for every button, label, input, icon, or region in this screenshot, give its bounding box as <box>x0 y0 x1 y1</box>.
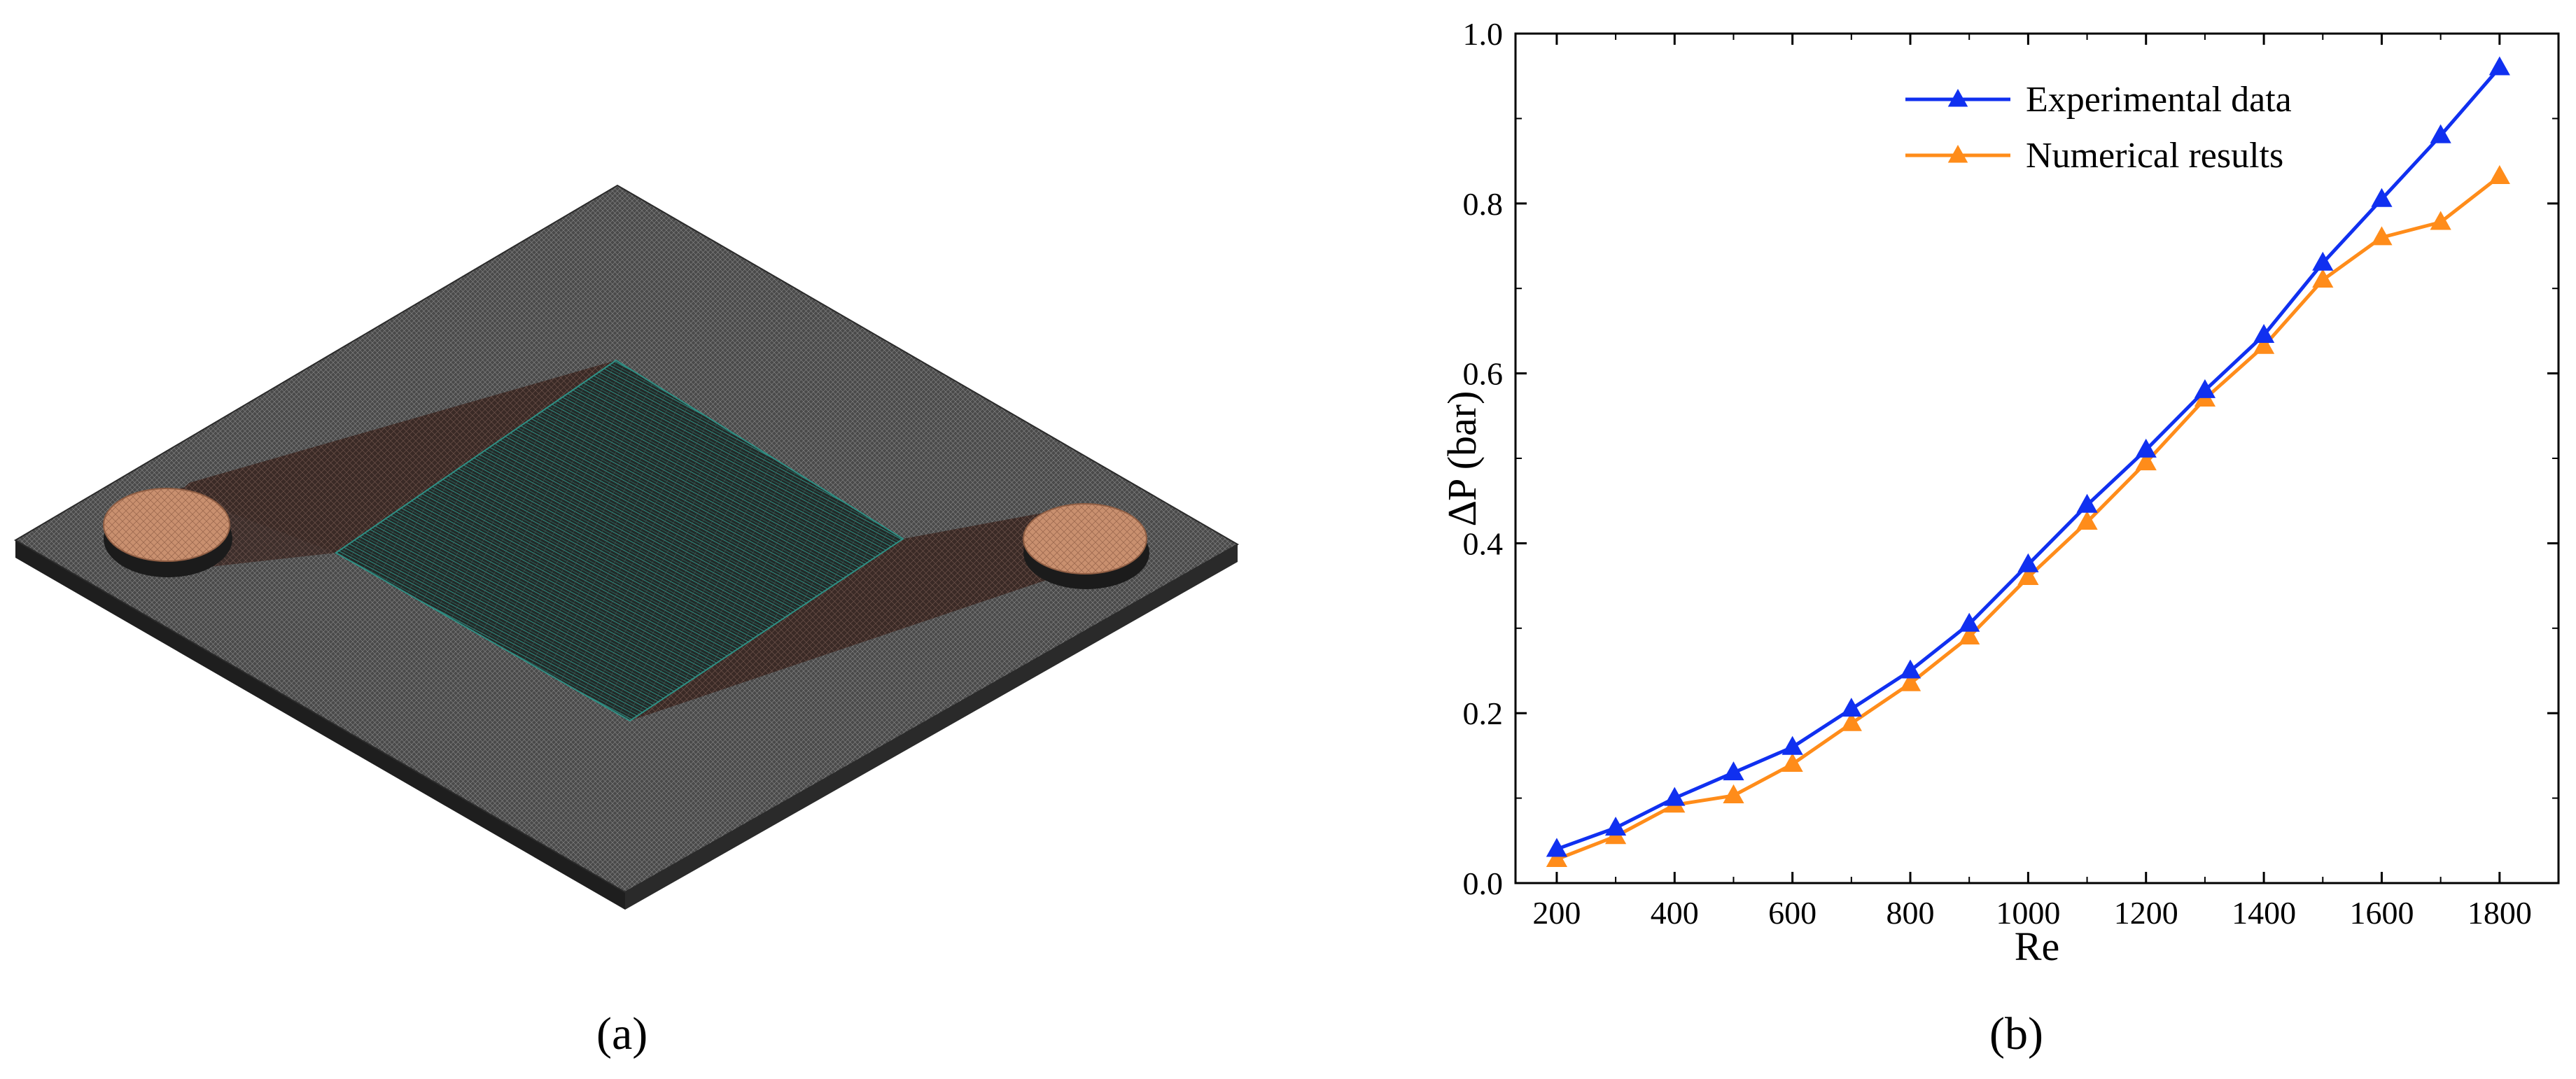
y-tick-label: 0.4 <box>1463 526 1504 561</box>
y-tick-label: 0.2 <box>1463 696 1504 731</box>
data-point-0 <box>2312 251 2334 271</box>
mesh-plate-illustration <box>14 184 1240 910</box>
central-channel-array <box>335 359 904 722</box>
inlet-port <box>103 488 230 562</box>
data-point-0 <box>1605 817 1627 836</box>
outlet-port <box>1023 503 1147 574</box>
panel-label-a: (a) <box>596 1008 648 1059</box>
data-point-0 <box>1723 761 1744 781</box>
x-tick-label: 200 <box>1532 895 1581 931</box>
data-point-0 <box>2194 379 2216 398</box>
y-axis-ticks: 0.0 0.2 0.4 0.6 0.8 1.0 <box>1463 16 2558 901</box>
data-point-1 <box>1840 712 1862 731</box>
legend-marker <box>1947 145 1968 163</box>
right-channel <box>630 504 1127 721</box>
plate-side-left <box>15 540 625 910</box>
x-tick-label: 1400 <box>2232 895 2296 931</box>
data-point-0 <box>2135 438 2157 458</box>
left-channel-upper <box>175 360 616 567</box>
y-tick-label: 0.8 <box>1463 186 1504 222</box>
x-tick-label: 400 <box>1651 895 1699 931</box>
legend: Experimental data Numerical results <box>1905 80 2292 176</box>
data-point-1 <box>2430 211 2451 230</box>
x-tick-label: 1600 <box>2349 895 2414 931</box>
legend-marker <box>1947 89 1968 107</box>
x-tick-label: 1800 <box>2468 895 2532 931</box>
data-point-1 <box>2371 226 2393 246</box>
plate-side-right <box>625 544 1238 910</box>
data-point-0 <box>1959 612 1980 632</box>
data-point-0 <box>2430 124 2451 143</box>
data-point-0 <box>2488 56 2510 76</box>
data-point-1 <box>1723 784 1744 803</box>
data-point-1 <box>1959 625 1980 644</box>
data-point-1 <box>2253 334 2275 354</box>
y-tick-label: 0.0 <box>1463 866 1504 901</box>
series-line-0 <box>1556 66 2501 851</box>
data-point-1 <box>1782 753 1803 773</box>
x-tick-label: 600 <box>1768 895 1816 931</box>
y-tick-label: 0.6 <box>1463 356 1504 392</box>
data-point-0 <box>1840 698 1862 717</box>
data-point-0 <box>2076 493 2098 513</box>
data-point-1 <box>2135 451 2157 471</box>
x-axis-label: Re <box>2015 924 2059 969</box>
y-tick-label: 1.0 <box>1463 16 1504 52</box>
x-tick-label: 1200 <box>2114 895 2178 931</box>
data-point-0 <box>1782 735 1803 755</box>
data-point-0 <box>2253 323 2275 343</box>
data-point-1 <box>1899 672 1921 691</box>
x-tick-label: 1000 <box>1996 895 2060 931</box>
data-point-0 <box>1664 787 1686 806</box>
legend-label: Experimental data <box>2026 80 2292 120</box>
panel-label-b: (b) <box>1989 1008 2043 1059</box>
y-axis-label: ∆P (bar) <box>1439 391 1485 526</box>
data-point-1 <box>2312 269 2334 288</box>
x-tick-label: 800 <box>1886 895 1935 931</box>
data-point-1 <box>2488 164 2510 184</box>
data-point-1 <box>1546 847 1568 868</box>
data-point-0 <box>2371 188 2393 207</box>
data-point-0 <box>2017 553 2039 572</box>
series-layer <box>1546 56 2510 868</box>
data-point-1 <box>2076 511 2098 530</box>
data-point-0 <box>1546 838 1568 857</box>
x-axis-ticks: 200 400 600 800 1000 1200 1400 1600 1800 <box>1532 34 2532 931</box>
series-line-1 <box>1556 174 2501 861</box>
legend-label: Numerical results <box>2026 136 2283 176</box>
data-point-1 <box>2017 565 2039 585</box>
data-point-0 <box>1899 659 1921 679</box>
